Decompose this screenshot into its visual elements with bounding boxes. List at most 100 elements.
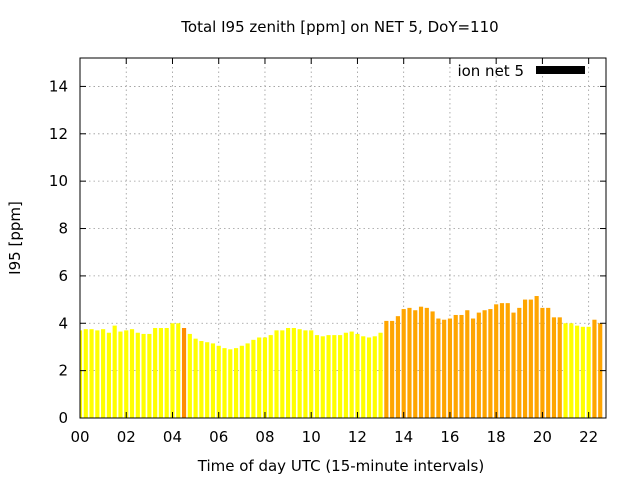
bar (349, 331, 354, 418)
bar (482, 310, 487, 418)
bar (280, 330, 285, 418)
bar (222, 348, 227, 418)
bar (164, 328, 169, 418)
x-tick-label: 16 (440, 428, 459, 446)
bar (268, 335, 273, 418)
bar (372, 336, 377, 418)
bar (118, 331, 123, 418)
bar (470, 318, 476, 418)
bar (245, 343, 250, 418)
bar (95, 330, 100, 418)
bar (158, 328, 164, 418)
bar (453, 314, 458, 418)
bar (239, 345, 244, 418)
bar (199, 341, 204, 418)
bar (193, 338, 198, 418)
x-tick-label: 00 (70, 428, 89, 446)
y-tick-label: 12 (49, 125, 68, 143)
bars (80, 296, 603, 418)
y-tick-label: 6 (58, 267, 68, 285)
bar (124, 330, 129, 418)
bar (499, 303, 505, 418)
bar (586, 326, 591, 418)
x-tick-label: 20 (533, 428, 552, 446)
bar (147, 333, 152, 418)
bar (401, 309, 406, 418)
bar (355, 333, 360, 418)
bar (332, 335, 337, 418)
bar (384, 320, 389, 418)
bar (80, 330, 83, 418)
y-tick-label: 14 (49, 77, 68, 95)
legend-swatch (536, 66, 585, 74)
bar (534, 296, 539, 418)
bar (459, 314, 464, 418)
bar (413, 310, 418, 418)
bar (286, 328, 291, 418)
bar (569, 323, 574, 418)
bar (551, 317, 557, 418)
x-axis-label: Time of day UTC (15-minute intervals) (197, 457, 484, 475)
bar (366, 337, 372, 418)
bar (153, 328, 158, 418)
y-tick-label: 4 (58, 314, 68, 332)
bar (522, 299, 528, 418)
bar (505, 303, 510, 418)
bar (326, 335, 331, 418)
legend: ion net 5 (457, 62, 585, 80)
bar (494, 304, 499, 418)
x-tick-label: 06 (209, 428, 228, 446)
plot-frame (79, 57, 607, 419)
bar (135, 332, 140, 418)
legend-label: ion net 5 (457, 62, 524, 80)
y-tick-label: 2 (58, 362, 68, 380)
bar (170, 323, 175, 418)
chart-title: Total I95 zenith [ppm] on NET 5, DoY=110 (180, 18, 498, 36)
bar (141, 333, 146, 418)
y-tick-label: 8 (58, 220, 68, 238)
bar (546, 307, 551, 418)
x-tick-label: 22 (579, 428, 598, 446)
bar (436, 318, 441, 418)
bar (101, 329, 106, 418)
bar (176, 323, 181, 418)
y-axis-label: I95 [ppm] (6, 201, 24, 275)
bar (476, 312, 481, 418)
x-tick-label: 14 (394, 428, 413, 446)
y-tick-label: 10 (49, 172, 68, 190)
grid (80, 58, 606, 418)
bar (129, 329, 135, 418)
bar (361, 336, 366, 418)
bar (181, 328, 187, 418)
bar (407, 307, 412, 418)
bar (442, 319, 447, 418)
bar (563, 323, 568, 418)
x-tick-label: 18 (487, 428, 506, 446)
bar (592, 319, 597, 418)
x-tick-label: 02 (117, 428, 136, 446)
bar (187, 333, 192, 418)
bar (291, 328, 296, 418)
x-tick-label: 04 (163, 428, 182, 446)
x-tick-label: 10 (302, 428, 321, 446)
bar (465, 310, 470, 418)
bar (210, 343, 216, 418)
bar (274, 330, 279, 418)
bar (418, 306, 424, 418)
bar (216, 345, 221, 418)
bar (303, 330, 308, 418)
bar (228, 349, 233, 418)
bar (251, 339, 256, 418)
bar (528, 299, 533, 418)
x-tick-label: 12 (348, 428, 367, 446)
bar (378, 332, 383, 418)
bar (447, 318, 453, 418)
bar (488, 309, 493, 418)
bar (297, 329, 302, 418)
bar (320, 336, 325, 418)
y-tick-label: 0 (58, 409, 68, 427)
bar (390, 320, 395, 418)
bar (338, 335, 343, 418)
bar (233, 348, 239, 418)
